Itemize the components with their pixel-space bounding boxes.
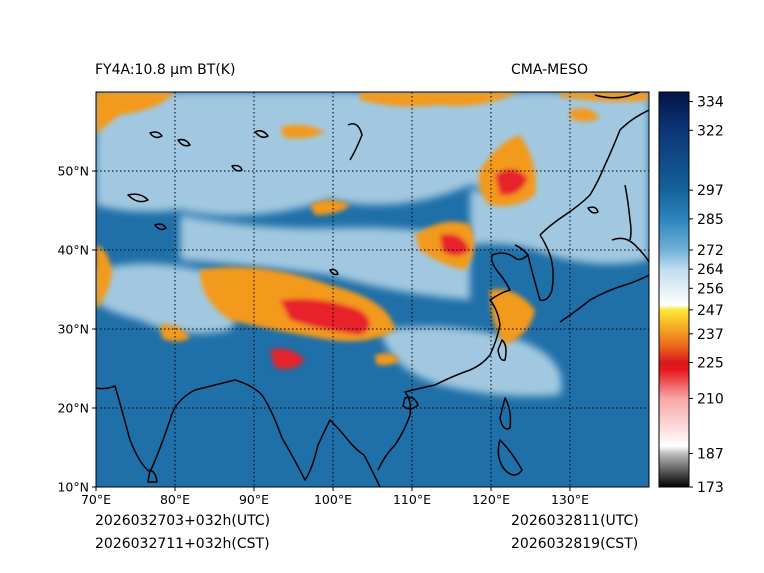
lake-4 — [254, 129, 269, 139]
lon-tick-label: 90°E — [239, 492, 269, 507]
colorbar-tick-label: 225 — [697, 356, 724, 372]
cold-cloud-53n — [280, 124, 325, 139]
colorbar-tick-label: 256 — [697, 281, 724, 297]
lon-tick-label: 120°E — [472, 492, 510, 507]
lake-6 — [329, 268, 339, 276]
lat-tick-label: 20°N — [57, 401, 89, 416]
lat-tick-label: 50°N — [57, 164, 89, 179]
russia-coast — [539, 109, 649, 236]
colorbar-tick-label: 322 — [697, 123, 724, 139]
japan-honshu — [559, 274, 649, 323]
east-china-coast — [489, 271, 511, 356]
colorbar-ticks: 334 322 297 285 272 264 256 247 237 225 210 187 173 — [689, 95, 724, 496]
bay-okhotsk — [594, 92, 641, 99]
valid-time-cst: 2026032819(CST) — [511, 536, 639, 552]
colorbar-tick-label: 247 — [697, 303, 724, 319]
south-china-coast — [434, 354, 491, 386]
lake-1 — [149, 131, 163, 139]
valid-time-utc: 2026032811(UTC) — [511, 513, 639, 529]
baikal — [347, 123, 363, 161]
graticule — [96, 92, 649, 487]
cold-cloud-tibet-core — [280, 298, 370, 335]
colorbar-tick-label: 297 — [697, 183, 724, 199]
colorbar-tick-label: 272 — [697, 243, 724, 259]
lat-tick-label: 40°N — [57, 243, 89, 258]
sakhalin — [624, 184, 632, 241]
lon-tick-label: 80°E — [160, 492, 190, 507]
philippines-south — [497, 439, 523, 476]
thin-cloud-south — [380, 326, 562, 397]
cold-cloud-west-edge — [96, 245, 112, 310]
cold-cloud-n-edge — [360, 92, 520, 107]
colorbar-tick-label: 285 — [697, 212, 724, 228]
map-frame — [95, 91, 650, 488]
colorbar-frame — [658, 91, 690, 488]
sri-lanka — [147, 469, 158, 483]
lon-tick-label: 70°E — [81, 492, 111, 507]
cold-cloud-scatter-1 — [375, 353, 400, 366]
lake-3 — [127, 193, 149, 203]
cold-cloud-n-china — [570, 108, 600, 122]
lat-tick-label: 10°N — [57, 480, 89, 495]
colorbar-tick-label: 264 — [697, 262, 724, 278]
lake-7 — [587, 206, 599, 214]
lake-2 — [177, 138, 191, 147]
lake-5 — [154, 223, 167, 231]
lat-tick-label: 30°N — [57, 322, 89, 337]
latitude-axis: 10°N 20°N 30°N 40°N 50°N — [57, 164, 96, 495]
cold-cloud-manchuria-core — [495, 169, 528, 196]
colorbar-tick-label: 187 — [697, 446, 724, 462]
korea-coast — [527, 234, 554, 302]
model-title: CMA-MESO — [511, 62, 589, 78]
japan-hokkaido — [611, 237, 649, 263]
init-time-cst: 2026032711+032h(CST) — [95, 536, 270, 552]
cold-cloud-nw-corner — [96, 92, 175, 135]
map-panel — [96, 92, 649, 487]
lon-tick-label: 110°E — [393, 492, 431, 507]
colorbar — [659, 92, 689, 487]
colorbar-tick-label: 237 — [697, 327, 724, 343]
colorbar-tick-label: 210 — [697, 391, 724, 407]
longitude-axis: 70°E 80°E 90°E 100°E 110°E 120°E 130°E — [81, 487, 589, 507]
bohai-coast — [490, 244, 529, 273]
thin-cloud-mid — [180, 215, 470, 300]
indochina-coast — [363, 384, 436, 487]
philippines-luzon — [499, 397, 512, 430]
colorbar-tick-label: 334 — [697, 95, 724, 111]
colorbar-tick-label: 173 — [697, 480, 724, 496]
cold-cloud-layer — [96, 92, 649, 369]
india-coast — [96, 379, 263, 473]
coastline-layer — [96, 92, 649, 487]
cold-cloud-47n — [310, 200, 350, 215]
init-time-utc: 2026032703+032h(UTC) — [95, 513, 271, 529]
bay-of-bengal-coast — [261, 394, 365, 481]
lon-tick-label: 100°E — [314, 492, 352, 507]
cold-cloud-north-plain-core — [440, 234, 470, 256]
lake-8 — [231, 164, 243, 172]
taiwan — [497, 339, 507, 362]
hainan — [402, 396, 419, 410]
product-title: FY4A:10.8 µm BT(K) — [95, 62, 236, 78]
cold-cloud-yunnan — [270, 348, 305, 369]
cold-cloud-east-china — [490, 289, 535, 345]
lon-tick-label: 130°E — [551, 492, 589, 507]
